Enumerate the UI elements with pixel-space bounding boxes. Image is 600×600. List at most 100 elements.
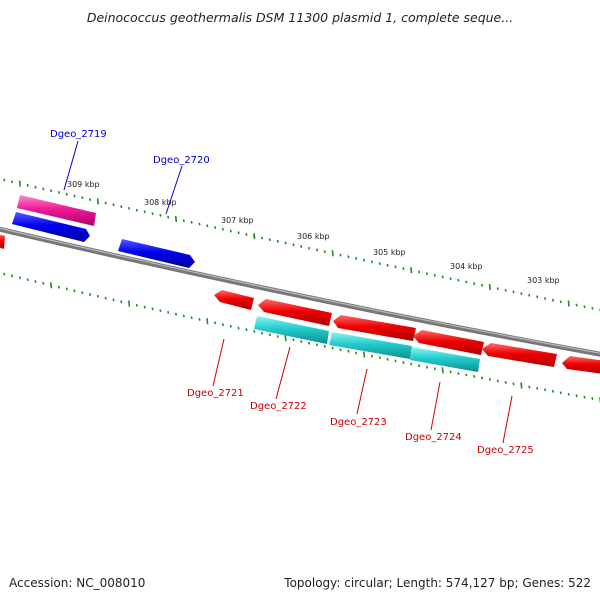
minor-tick	[488, 378, 491, 381]
minor-tick	[143, 210, 146, 214]
minor-tick	[347, 255, 350, 259]
gene-label[interactable]: Dgeo_2723	[330, 417, 387, 428]
gene-label[interactable]: Dgeo_2721	[187, 388, 244, 399]
minor-tick	[323, 345, 326, 348]
minor-tick	[347, 349, 350, 353]
minor-tick	[386, 357, 389, 361]
minor-tick	[512, 290, 515, 294]
minor-tick	[583, 395, 586, 399]
minor-tick	[300, 340, 303, 343]
minor-tick	[339, 348, 342, 352]
minor-tick	[253, 330, 256, 333]
label-leader-line	[165, 165, 183, 215]
minor-tick	[245, 233, 248, 236]
minor-tick	[528, 293, 531, 297]
minor-tick	[214, 226, 217, 229]
major-tick	[520, 382, 523, 389]
gene-feature-blue[interactable]	[118, 239, 195, 268]
gene-feature-red[interactable]	[333, 315, 416, 341]
label-leader-line	[430, 381, 441, 431]
minor-tick	[284, 241, 287, 245]
minor-tick	[221, 323, 224, 327]
minor-tick	[394, 265, 397, 269]
scale-label: 306 kbp	[297, 232, 330, 241]
minor-tick	[575, 394, 578, 398]
gene-feature-red-partial[interactable]	[0, 234, 5, 249]
major-tick	[441, 367, 444, 374]
gene-feature-red[interactable]	[482, 343, 557, 367]
label-leader-line	[63, 140, 79, 191]
minor-tick	[504, 288, 507, 292]
minor-tick	[370, 260, 373, 264]
minor-tick	[559, 391, 562, 395]
minor-tick	[418, 364, 421, 368]
minor-tick	[308, 341, 311, 345]
minor-tick	[292, 243, 295, 247]
minor-tick	[591, 306, 594, 310]
minor-tick	[198, 222, 201, 226]
scale-label: 304 kbp	[450, 262, 483, 271]
minor-tick	[11, 274, 14, 278]
minor-tick	[473, 282, 476, 286]
gene-feature-cyan[interactable]	[329, 332, 412, 359]
gene-feature-red[interactable]	[258, 299, 332, 326]
minor-tick	[339, 253, 342, 257]
genome-backbone	[0, 226, 600, 357]
major-tick	[174, 215, 178, 222]
minor-tick	[504, 381, 507, 384]
scale-label: 303 kbp	[527, 276, 560, 285]
gene-feature-cyan[interactable]	[410, 347, 480, 372]
minor-tick	[112, 203, 115, 207]
minor-tick	[34, 185, 37, 189]
minor-tick	[174, 312, 178, 316]
minor-tick	[104, 296, 107, 300]
minor-tick	[81, 291, 84, 295]
minor-tick	[57, 191, 60, 194]
minor-tick	[57, 285, 60, 289]
minor-tick	[245, 328, 248, 332]
minor-tick	[536, 387, 539, 390]
gene-feature-red[interactable]	[214, 290, 254, 310]
minor-tick	[190, 220, 193, 224]
minor-tick	[520, 292, 523, 295]
gene-label[interactable]: Dgeo_2719	[50, 129, 107, 140]
minor-tick	[135, 303, 138, 307]
minor-tick	[18, 276, 21, 280]
minor-tick	[229, 229, 232, 233]
major-tick	[363, 351, 366, 358]
minor-tick	[42, 187, 45, 191]
minor-tick	[151, 212, 154, 216]
minor-tick	[551, 389, 555, 393]
gene-feature-pink[interactable]	[17, 195, 96, 226]
minor-tick	[536, 295, 539, 299]
gene-feature-red[interactable]	[562, 356, 600, 374]
minor-tick	[315, 343, 319, 347]
minor-tick	[73, 289, 76, 293]
major-tick	[18, 180, 21, 187]
gene-label[interactable]: Dgeo_2724	[405, 432, 462, 443]
minor-tick	[370, 354, 373, 358]
minor-tick	[355, 351, 358, 355]
inner-tick-ring	[3, 272, 600, 404]
minor-tick	[81, 196, 84, 200]
topology-summary: Topology: circular; Length: 574,127 bp; …	[284, 576, 591, 590]
minor-tick	[182, 219, 185, 223]
accession-text: Accession: NC_008010	[9, 576, 146, 590]
gene-label[interactable]: Dgeo_2722	[250, 401, 307, 412]
scale-label: 307 kbp	[221, 216, 254, 225]
minor-tick	[567, 392, 570, 396]
gene-label[interactable]: Dgeo_2725	[477, 445, 534, 456]
minor-tick	[26, 278, 29, 282]
minor-tick	[449, 370, 452, 374]
minor-tick	[378, 356, 381, 360]
gene-label[interactable]: Dgeo_2720	[153, 155, 210, 166]
scale-label: 305 kbp	[373, 248, 406, 257]
gene-feature-red[interactable]	[413, 330, 484, 355]
minor-tick	[449, 277, 452, 281]
minor-tick	[496, 287, 499, 291]
gene-feature-cyan[interactable]	[254, 316, 329, 344]
minor-tick	[120, 205, 123, 209]
minor-tick	[402, 361, 405, 364]
minor-tick	[190, 316, 193, 320]
gene-feature-blue[interactable]	[12, 212, 90, 242]
